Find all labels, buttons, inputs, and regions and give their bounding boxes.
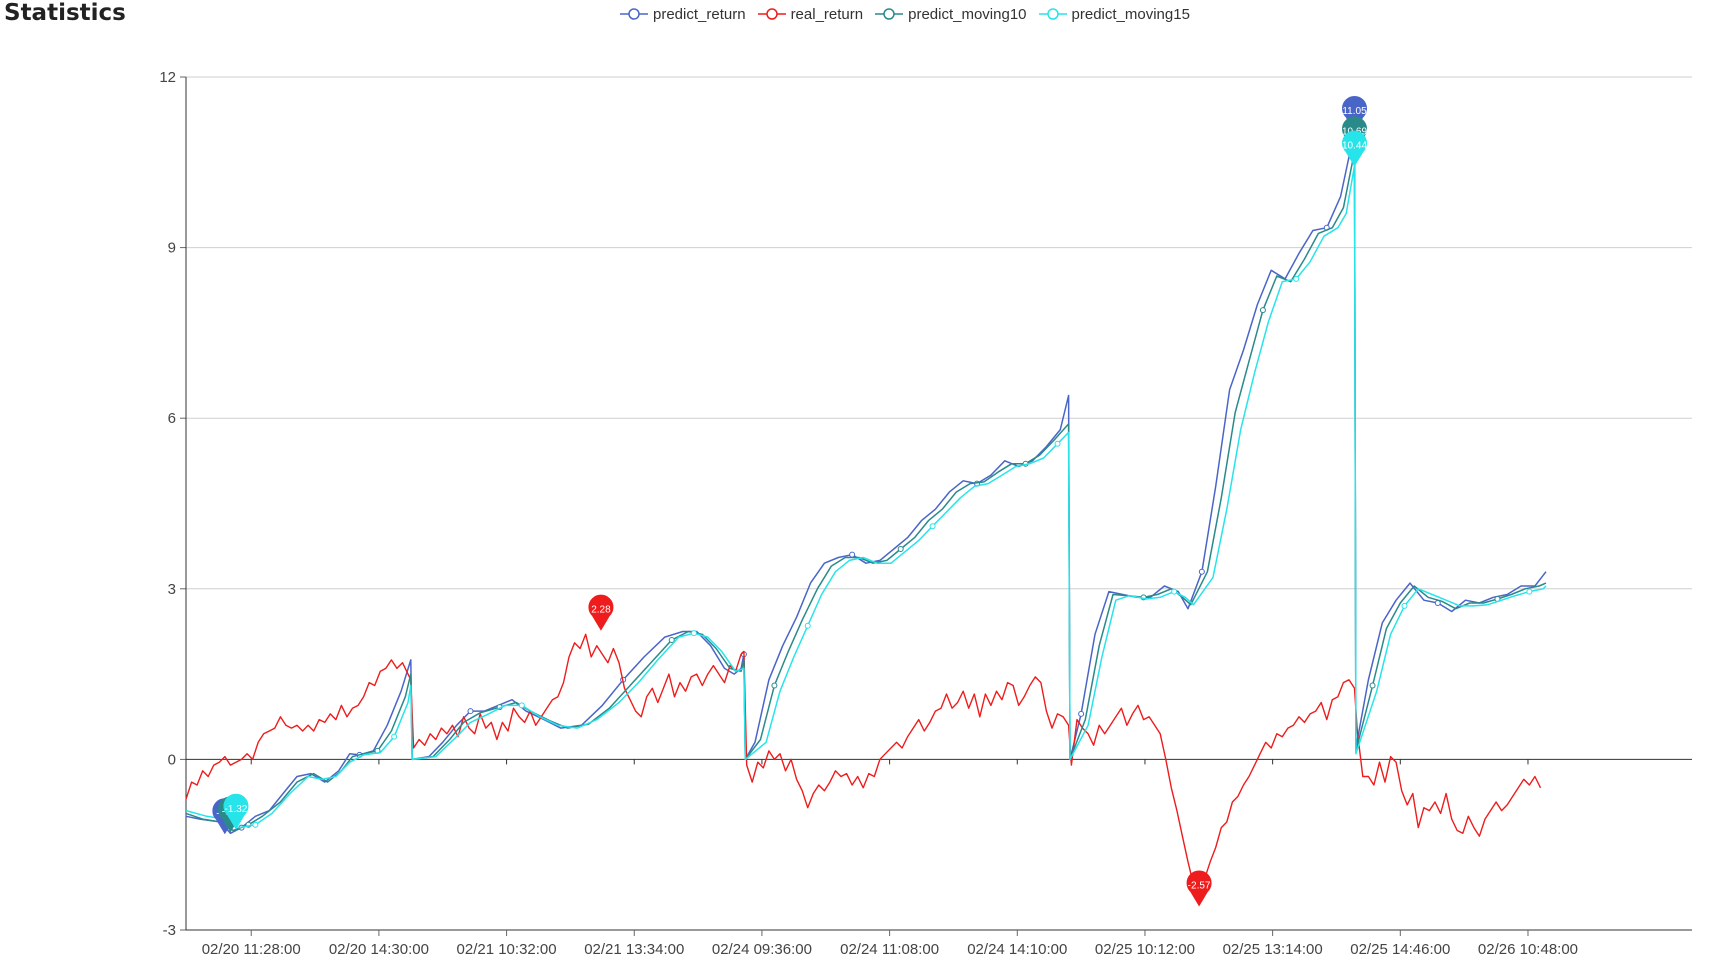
legend-item-predict-moving15[interactable]: predict_moving15	[1038, 5, 1190, 23]
chart-legend: predict_return real_return predict_moving1…	[620, 2, 1190, 26]
legend-swatch-icon	[757, 8, 786, 20]
x-tick-label: 02/25 10:12:00	[1095, 941, 1195, 958]
y-tick-label: 12	[159, 69, 176, 86]
legend-swatch-icon	[620, 8, 648, 20]
pin-label: 11.05	[1342, 106, 1367, 117]
data-point	[668, 636, 675, 643]
pin-label: -2.57	[1188, 881, 1211, 892]
data-point	[1259, 307, 1266, 314]
y-tick-label: 6	[168, 410, 176, 427]
data-point	[1526, 588, 1533, 595]
data-point	[391, 733, 398, 740]
pin-label: 2.28	[591, 605, 611, 616]
data-point	[1401, 602, 1408, 609]
data-point	[804, 622, 811, 629]
series-line-predict-moving15	[185, 164, 1547, 829]
data-point	[771, 682, 778, 689]
pin-marker	[1342, 95, 1367, 132]
page-title: Statistics	[4, 0, 126, 26]
data-point	[897, 545, 904, 552]
y-tick-label: 0	[168, 751, 176, 768]
x-tick-label: 02/26 10:48:00	[1478, 941, 1578, 958]
x-tick-label: 02/21 13:34:00	[584, 941, 684, 958]
y-tick-label: 3	[168, 581, 176, 598]
pin-marker	[1342, 130, 1367, 167]
data-point	[929, 523, 936, 530]
data-point	[1369, 682, 1376, 689]
x-tick-label: 02/24 14:10:00	[967, 941, 1067, 958]
x-tick-label: 02/25 14:46:00	[1350, 941, 1450, 958]
legend-swatch-icon	[875, 8, 904, 20]
data-point	[849, 551, 856, 558]
x-tick-label: 02/21 10:32:00	[457, 941, 557, 958]
data-point	[1078, 710, 1085, 717]
pin-marker	[588, 594, 614, 631]
legend-swatch-icon	[1038, 8, 1067, 20]
data-point	[1054, 440, 1061, 447]
legend-label: real_return	[790, 5, 864, 23]
x-tick-label: 02/25 13:14:00	[1223, 941, 1323, 958]
pin-label: -1.32	[225, 804, 248, 815]
legend-item-predict-return[interactable]: predict_return	[620, 6, 746, 23]
legend-label: predict_moving15	[1071, 5, 1190, 23]
data-point	[1293, 275, 1300, 282]
y-tick-label: 9	[168, 240, 176, 257]
pin-label: 10.44	[1342, 141, 1367, 152]
pin-marker	[223, 793, 249, 830]
series-line-predict-moving10	[185, 150, 1547, 832]
data-point	[1198, 568, 1205, 575]
legend-label: predict_moving10	[908, 5, 1027, 23]
series-line-predict-return	[185, 130, 1547, 835]
data-point	[1171, 588, 1178, 595]
legend-item-real-return[interactable]: real_return	[757, 5, 864, 23]
series-line-real-return	[185, 633, 1542, 906]
legend-label: predict_return	[653, 5, 746, 23]
legend-item-predict-moving10[interactable]: predict_moving10	[875, 5, 1027, 23]
data-point	[467, 708, 474, 715]
pin-marker	[1186, 870, 1212, 907]
x-tick-label: 02/24 09:36:00	[712, 941, 812, 958]
data-point	[690, 630, 697, 637]
x-tick-label: 02/20 11:28:00	[202, 941, 301, 958]
y-tick-label: -3	[163, 922, 176, 939]
data-point	[252, 821, 259, 828]
x-tick-label: 02/20 14:30:00	[329, 941, 429, 958]
x-tick-label: 02/24 11:08:00	[840, 941, 939, 958]
data-point	[518, 702, 525, 709]
